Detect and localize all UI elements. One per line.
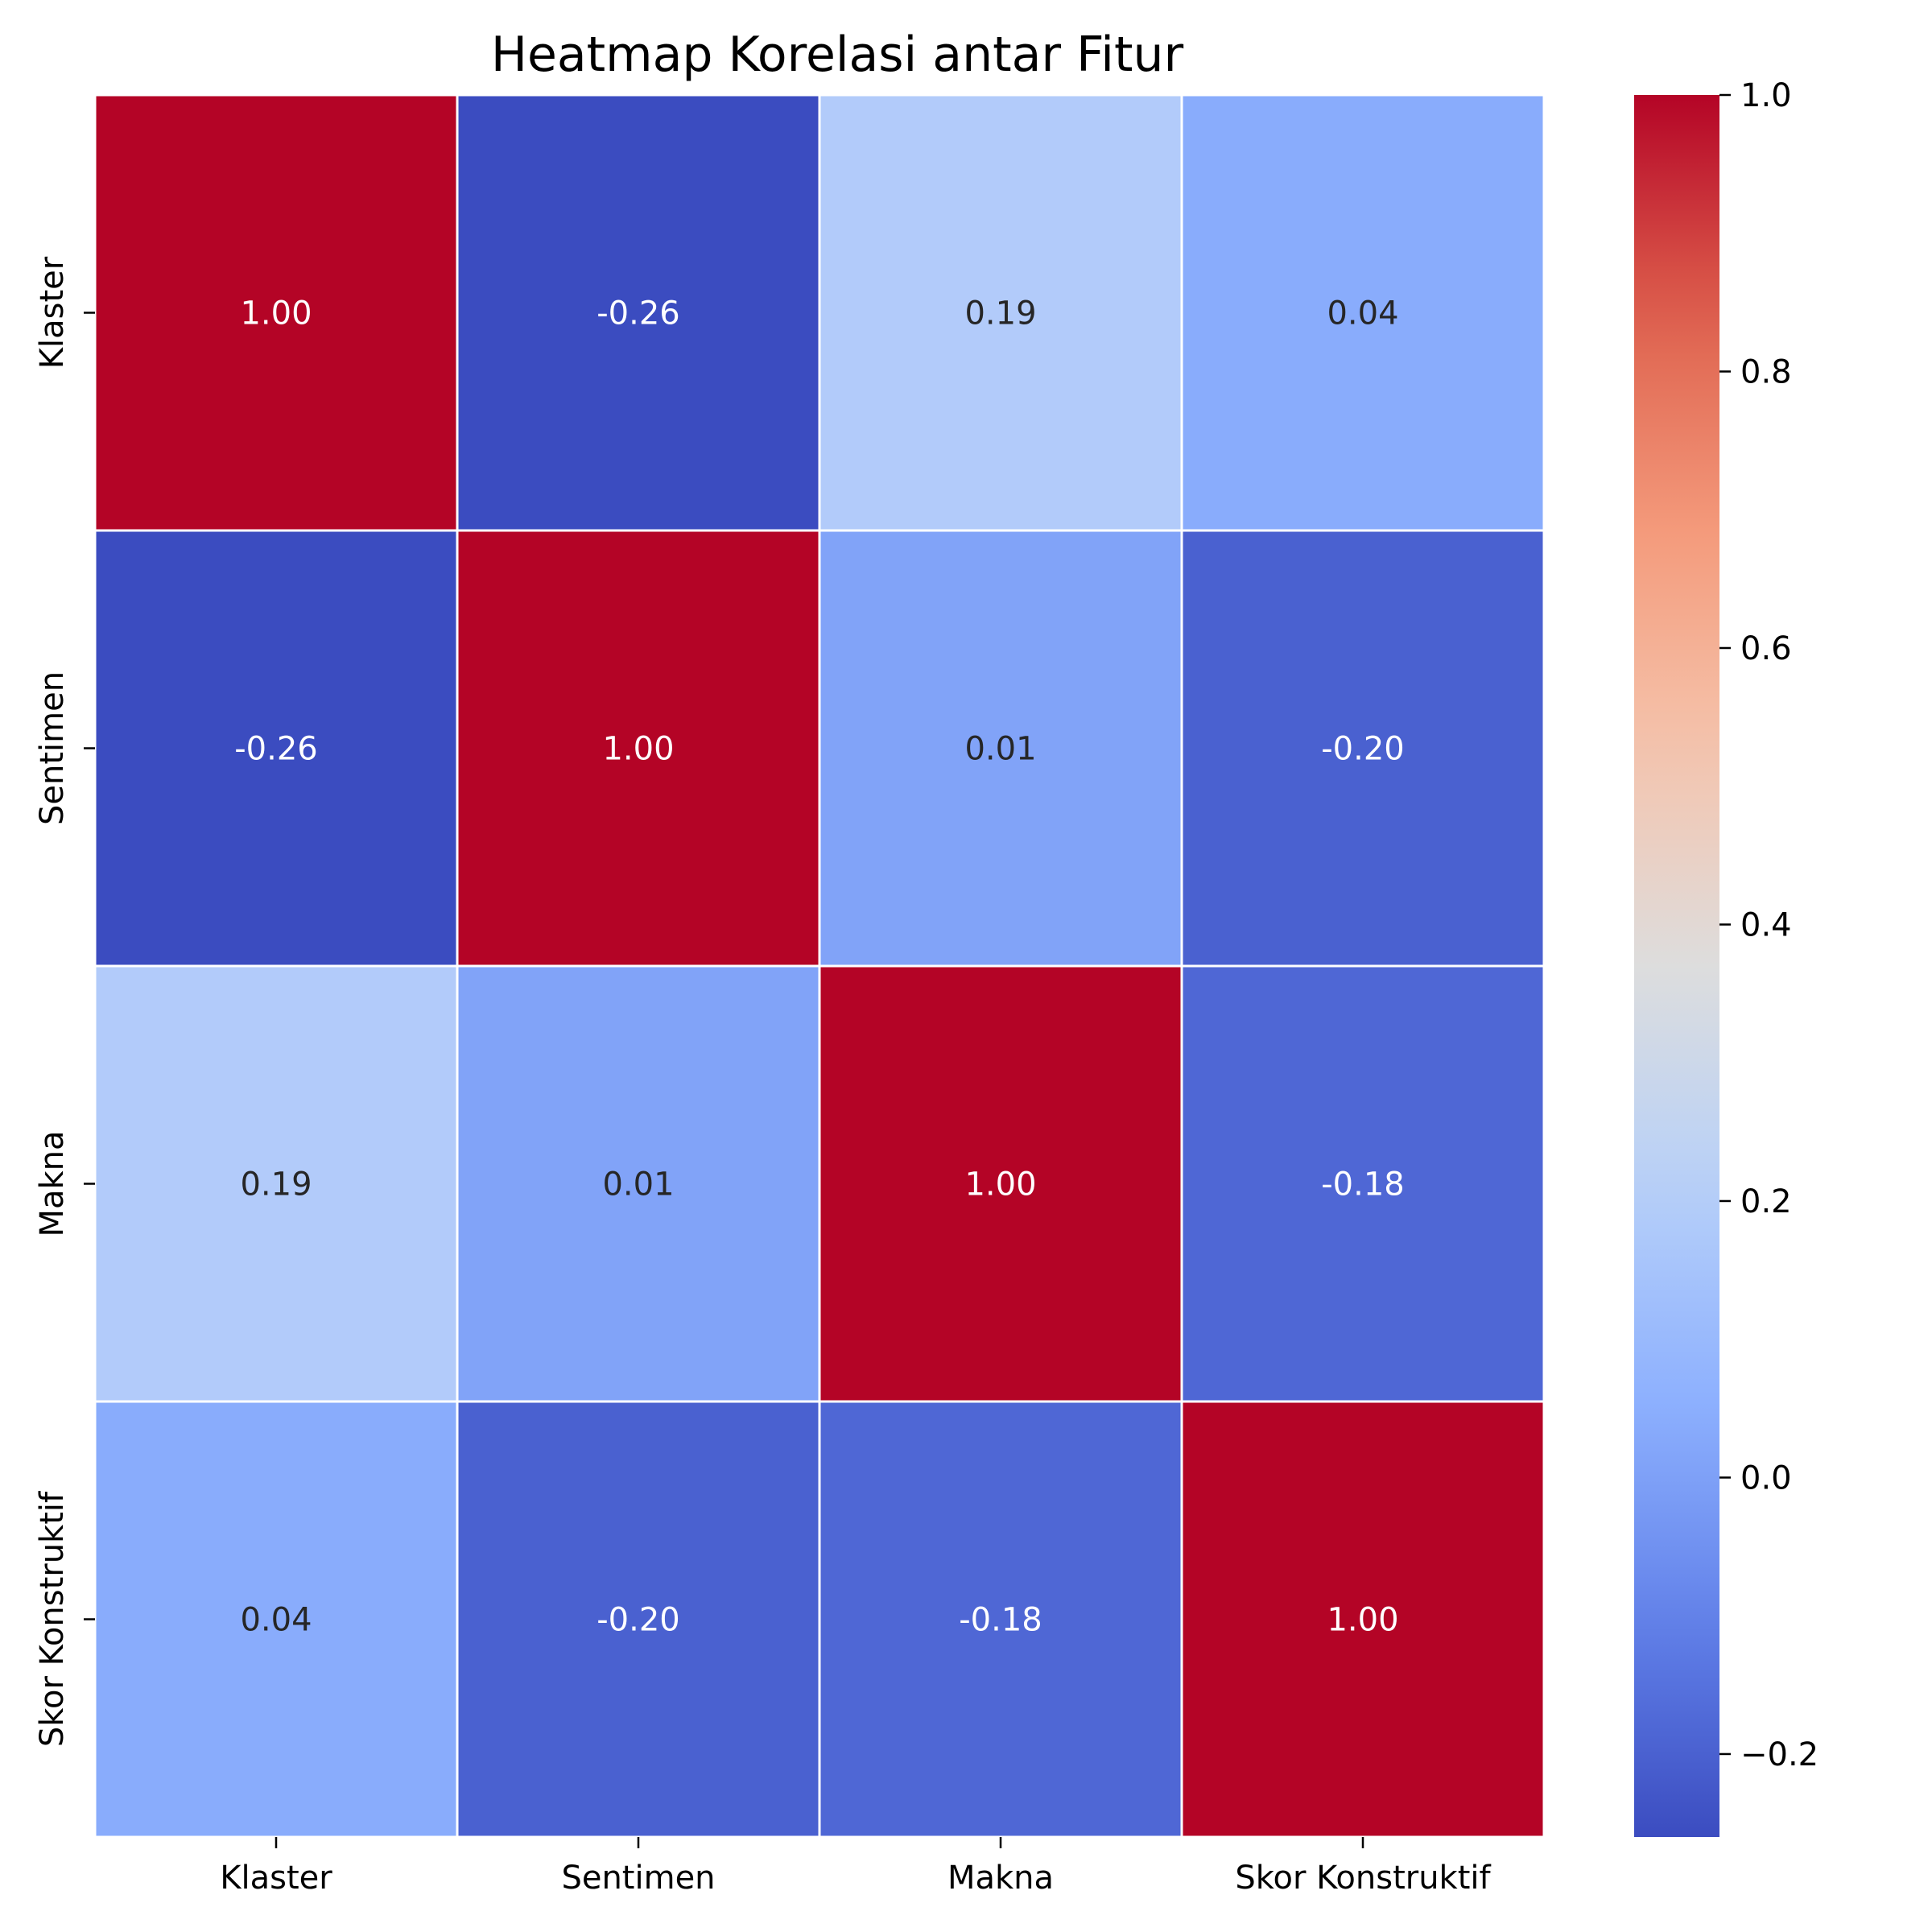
heatmap-cell — [456, 1400, 821, 1839]
cell-value-label: -0.18 — [959, 1602, 1042, 1639]
heatmap-cell — [818, 93, 1183, 532]
x-tick-label: Sentimen — [561, 1860, 715, 1897]
heatmap-cell — [818, 1400, 1183, 1839]
x-tick-label: Skor Konstruktif — [1235, 1860, 1491, 1897]
colorbar-tick-label: −0.2 — [1740, 1736, 1818, 1773]
colorbar-tick-label: 0.6 — [1740, 630, 1792, 667]
heatmap-cell — [1180, 529, 1546, 968]
colorbar-tick-label: 0.2 — [1740, 1183, 1792, 1220]
colorbar-gradient — [1634, 95, 1719, 1837]
colorbar-tick-label: 1.0 — [1740, 77, 1792, 114]
cell-value-label: 0.19 — [240, 1166, 312, 1203]
heatmap-cell — [1180, 964, 1546, 1403]
cell-value-label: -0.18 — [1321, 1166, 1405, 1203]
heatmap-cell — [456, 964, 821, 1403]
y-tick-label: Sentimen — [34, 671, 71, 825]
cell-value-label: -0.20 — [597, 1602, 680, 1639]
x-tick-label: Klaster — [220, 1860, 332, 1897]
y-tick-label: Skor Konstruktif — [34, 1491, 71, 1747]
cell-value-label: -0.26 — [234, 731, 318, 768]
heatmap-cells: 1.00 -0.26 0.19 0.04 -0.26 1.00 0.01 -0.20 0.19 0… — [93, 93, 1546, 1839]
heatmap-cell — [456, 529, 821, 968]
heatmap-cell — [818, 529, 1183, 968]
cell-value-label: 1.00 — [602, 731, 674, 768]
colorbar-tick-label: 0.4 — [1740, 906, 1792, 943]
cell-value-label: 0.01 — [964, 731, 1036, 768]
cell-value-label: 1.00 — [964, 1166, 1036, 1203]
cell-value-label: 1.00 — [1327, 1602, 1398, 1639]
chart-title: Heatmap Korelasi antar Fitur — [491, 27, 1184, 83]
heatmap-cell — [1180, 1400, 1546, 1839]
heatmap-cell — [93, 1400, 459, 1839]
heatmap-cell — [456, 93, 821, 532]
heatmap-cell — [1180, 93, 1546, 532]
cell-value-label: 0.01 — [602, 1166, 674, 1203]
heatmap-cell — [93, 529, 459, 968]
colorbar-tick-label: 0.8 — [1740, 353, 1792, 390]
cell-value-label: 0.04 — [1327, 295, 1398, 332]
y-tick-label: Klaster — [34, 256, 71, 369]
cell-value-label: 1.00 — [240, 295, 312, 332]
heatmap-cell — [93, 93, 459, 532]
cell-value-label: -0.26 — [597, 295, 680, 332]
x-axis: Klaster Sentimen Makna Skor Konstruktif — [220, 1837, 1492, 1897]
colorbar-tick-label: 0.0 — [1740, 1459, 1792, 1496]
y-tick-label: Makna — [34, 1130, 71, 1236]
y-axis: Klaster Sentimen Makna Skor Konstruktif — [34, 256, 95, 1747]
cell-value-label: 0.04 — [240, 1602, 312, 1639]
cell-value-label: 0.19 — [964, 295, 1036, 332]
cell-value-label: -0.20 — [1321, 731, 1405, 768]
colorbar: −0.2 0.0 0.2 0.4 0.6 0.8 1.0 — [1634, 77, 1818, 1837]
x-tick-label: Makna — [947, 1860, 1054, 1897]
